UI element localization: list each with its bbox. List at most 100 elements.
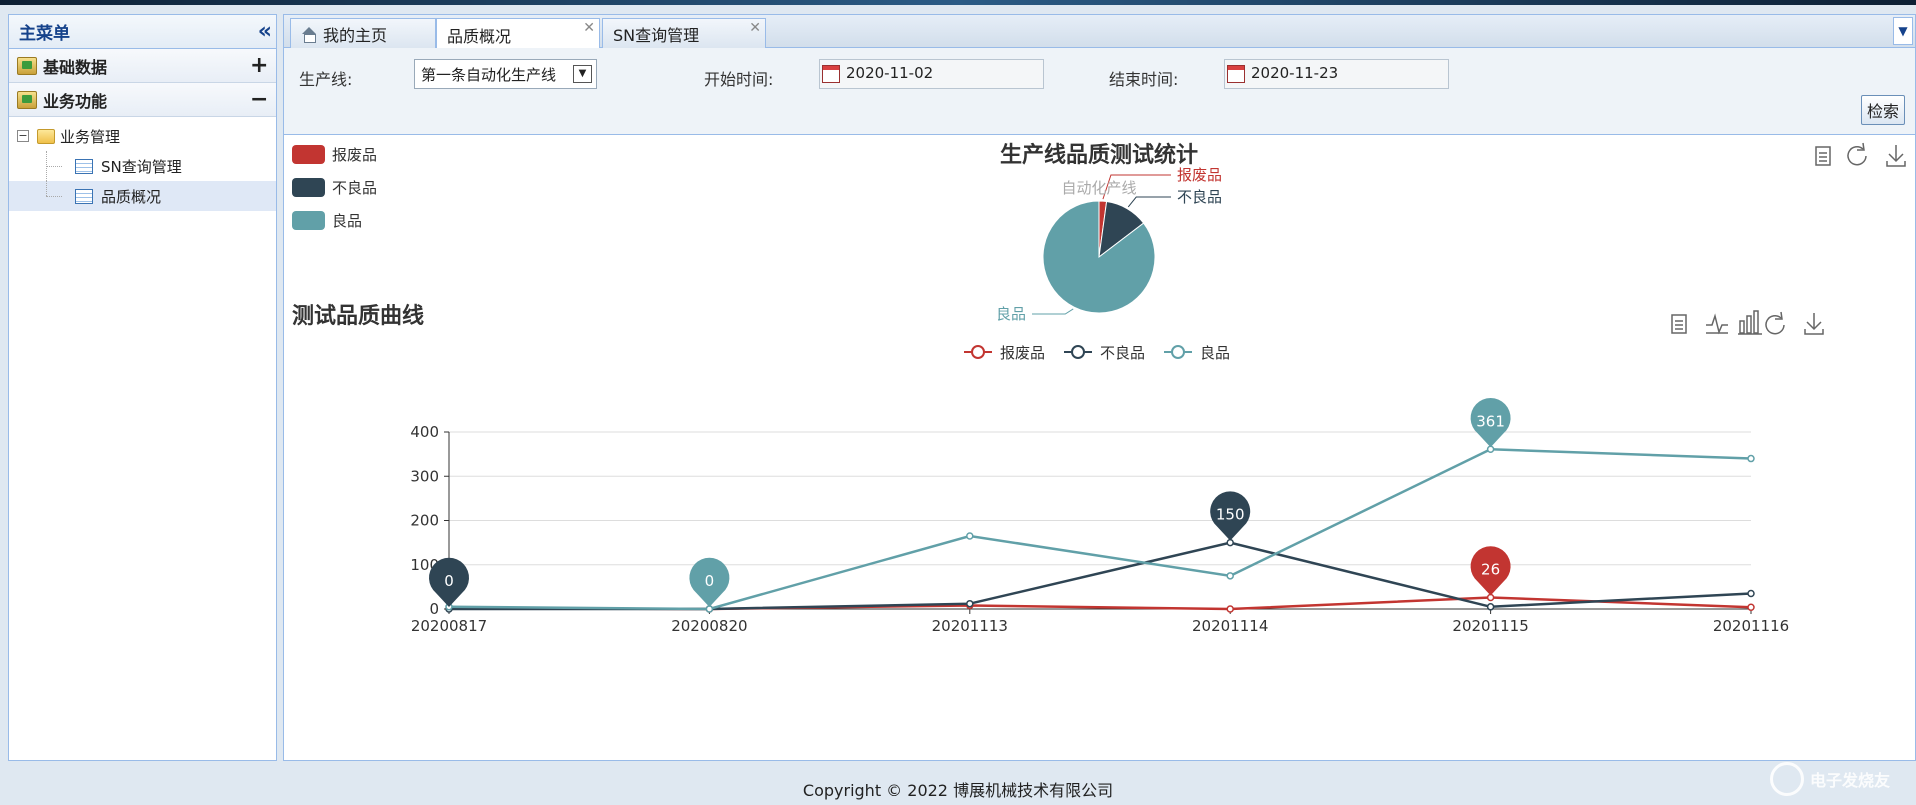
pin-shape [1470, 398, 1511, 448]
y-tick-label: 300 [410, 467, 439, 485]
tree-folder-business-management[interactable]: − 业务管理 [9, 121, 276, 151]
pin-label: 361 [1476, 412, 1505, 430]
save-image-icon[interactable] [1886, 145, 1906, 167]
line-legend-dot[interactable] [1071, 345, 1085, 359]
expand-icon[interactable]: + [250, 53, 269, 78]
collapse-sidebar-icon[interactable]: « [257, 19, 272, 44]
top-strip [0, 0, 1916, 5]
series-point[interactable] [1226, 605, 1234, 613]
start-date-value: 2020-11-02 [846, 64, 934, 82]
max-marker-pin[interactable]: 0 [689, 557, 730, 607]
tab-sn-query[interactable]: SN查询管理 ✕ [602, 18, 766, 49]
pie-legend-label[interactable]: 不良品 [332, 179, 377, 197]
sidebar-title: 主菜单 [19, 24, 70, 44]
tree-item-sn-query[interactable]: SN查询管理 [9, 151, 276, 181]
series-point[interactable] [1747, 454, 1755, 463]
end-date-field[interactable]: 2020-11-23 [1224, 59, 1449, 89]
pie-legend-swatch[interactable] [292, 178, 325, 197]
tab-quality-overview[interactable]: 品质概况 ✕ [436, 18, 600, 50]
close-icon[interactable]: ✕ [749, 20, 761, 36]
dropdown-arrow-icon[interactable]: ▼ [573, 65, 592, 83]
sidebar-section-business[interactable]: 业务功能 − [9, 83, 276, 117]
end-date-value: 2020-11-23 [1251, 64, 1339, 82]
tree-folder-label: 业务管理 [60, 127, 121, 146]
sidebar-header: 主菜单 « [9, 15, 276, 49]
series-line[interactable] [448, 447, 1752, 611]
watermark: 电子发烧友 [1770, 762, 1890, 796]
tree-item-label: 品质概况 [101, 187, 162, 206]
pin-shape [1470, 546, 1511, 596]
series-point[interactable] [1747, 603, 1755, 611]
close-icon[interactable]: ✕ [583, 20, 595, 36]
sidebar-section-basic-data[interactable]: 基础数据 + [9, 49, 276, 83]
pie-legend-label[interactable]: 报废品 [332, 146, 377, 164]
tree-item-label: SN查询管理 [101, 157, 182, 176]
calendar-icon[interactable] [1227, 65, 1245, 83]
x-tick-label: 20201113 [932, 617, 1008, 635]
watermark-logo-icon [1770, 762, 1804, 796]
tab-label: SN查询管理 [613, 26, 700, 45]
line-chart-icon[interactable] [1706, 313, 1728, 335]
max-marker-pin[interactable]: 26 [1470, 546, 1511, 596]
y-tick-label: 400 [410, 423, 439, 441]
pin-label: 0 [444, 572, 454, 590]
tree-item-quality-overview[interactable]: 品质概况 [9, 181, 276, 211]
series-point[interactable] [1486, 603, 1495, 611]
tab-menu-chevron-icon[interactable]: ▼ [1893, 17, 1913, 45]
home-icon [301, 27, 317, 43]
sidebar: 主菜单 « 基础数据 + 业务功能 − − 业务管理 SN查询管理 品质概况 [8, 14, 277, 761]
pie-legend-swatch[interactable] [292, 145, 325, 164]
max-marker-pin[interactable]: 150 [1210, 491, 1251, 541]
max-marker-pin[interactable]: 361 [1470, 398, 1511, 448]
start-date-field[interactable]: 2020-11-02 [819, 59, 1044, 89]
line-legend-dot[interactable] [1171, 345, 1185, 359]
tab-home[interactable]: 我的主页 [290, 18, 436, 49]
tab-label: 我的主页 [323, 26, 388, 45]
line-legend: 报废品 不良品 良品 [964, 344, 1230, 362]
pie-series-name: 自动化产线 [1061, 179, 1136, 197]
tab-label: 品质概况 [447, 26, 512, 46]
menu-tree: − 业务管理 SN查询管理 品质概况 [9, 117, 276, 211]
pie-slice-label: 不良品 [1177, 188, 1222, 206]
collapse-icon[interactable]: − [250, 87, 269, 112]
line-select[interactable]: 第一条自动化生产线 ▼ [414, 59, 597, 89]
bar-chart-icon[interactable] [1738, 310, 1762, 335]
line-label: 生产线: [299, 70, 353, 89]
series-point[interactable] [1226, 572, 1234, 580]
tree-collapse-icon[interactable]: − [17, 129, 29, 142]
series-point[interactable] [1747, 589, 1755, 598]
line-legend-label[interactable]: 报废品 [1000, 344, 1045, 362]
data-view-icon[interactable] [1671, 314, 1687, 334]
search-button[interactable]: 检索 [1861, 95, 1905, 125]
tree-connector [46, 196, 62, 197]
tab-bar: 我的主页 品质概况 ✕ SN查询管理 ✕ ▼ [283, 14, 1916, 50]
section-label: 基础数据 [43, 57, 108, 77]
pie-slice-label: 良品 [996, 305, 1026, 323]
restore-icon[interactable] [1847, 142, 1867, 166]
data-view-icon[interactable] [1815, 146, 1831, 166]
series-point[interactable] [966, 599, 974, 608]
pie-legend-swatch[interactable] [292, 211, 325, 230]
max-marker-pin[interactable]: 0 [429, 557, 469, 607]
watermark-text: 电子发烧友 [1810, 771, 1891, 790]
restore-icon[interactable] [1765, 311, 1785, 335]
line-legend-label[interactable]: 良品 [1200, 344, 1230, 362]
tree-connector [46, 181, 47, 196]
x-tick-label: 20201115 [1452, 617, 1528, 635]
line-legend-dot[interactable] [971, 345, 985, 359]
series-point[interactable] [966, 532, 974, 540]
save-image-icon[interactable] [1804, 313, 1824, 335]
end-time-label: 结束时间: [1109, 70, 1179, 89]
pin-label: 0 [705, 572, 715, 590]
calendar-icon[interactable] [822, 65, 840, 83]
line-legend-label[interactable]: 不良品 [1100, 344, 1145, 362]
pie-label-line [1127, 196, 1171, 208]
pie-legend-label[interactable]: 良品 [332, 212, 362, 230]
pie-slice[interactable] [1042, 200, 1156, 314]
table-icon [75, 158, 93, 174]
y-tick-label: 0 [429, 600, 439, 618]
